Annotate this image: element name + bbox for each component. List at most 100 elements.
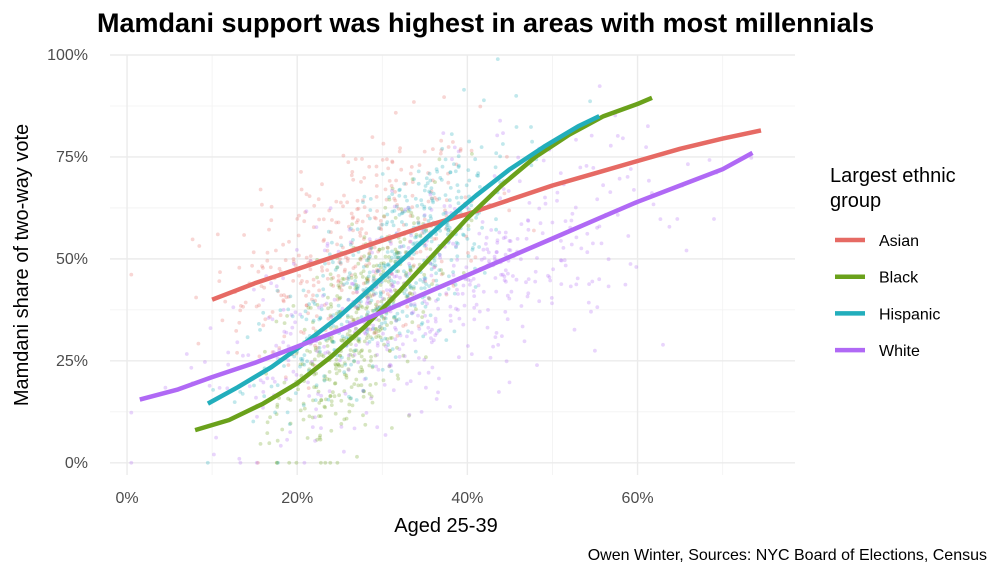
scatter-point [374, 173, 379, 178]
scatter-point [317, 317, 322, 322]
scatter-point [418, 278, 423, 282]
scatter-point [412, 100, 416, 104]
scatter-point [261, 323, 266, 328]
scatter-point [225, 386, 230, 391]
scatter-point [585, 250, 590, 255]
scatter-point [386, 340, 390, 345]
scatter-point [426, 296, 431, 300]
scatter-point [237, 320, 242, 325]
scatter-point [357, 369, 362, 374]
scatter-point [400, 209, 405, 214]
scatter-point [268, 314, 272, 319]
scatter-point [294, 460, 299, 465]
scatter-point [407, 291, 412, 296]
scatter-point [338, 358, 342, 363]
scatter-point [386, 166, 391, 171]
scatter-point [438, 327, 442, 332]
scatter-point [340, 334, 345, 339]
scatter-point [413, 349, 418, 354]
scatter-point [601, 183, 605, 188]
scatter-point [349, 315, 354, 319]
scatter-point [448, 313, 453, 318]
scatter-point [383, 336, 388, 341]
scatter-point [448, 405, 452, 409]
scatter-point [358, 233, 363, 238]
scatter-point [299, 330, 303, 334]
scatter-point [382, 315, 387, 320]
scatter-point [548, 278, 553, 283]
scatter-point [422, 243, 427, 248]
scatter-point [316, 280, 321, 284]
scatter-point [466, 223, 471, 228]
scatter-point [487, 259, 491, 263]
scatter-point [426, 171, 430, 175]
scatter-point [298, 364, 302, 369]
scatter-point [417, 371, 422, 376]
scatter-point [416, 324, 421, 329]
scatter-point [493, 165, 498, 170]
scatter-point [311, 277, 316, 282]
scatter-point [491, 344, 495, 349]
scatter-point [345, 313, 350, 318]
scatter-point [420, 301, 425, 305]
scatter-point [368, 327, 373, 332]
scatter-point [376, 329, 381, 333]
scatter-point [374, 327, 379, 332]
scatter-point [275, 402, 280, 407]
scatter-point [345, 200, 350, 205]
scatter-point [368, 247, 373, 252]
scatter-point [379, 227, 384, 232]
scatter-point [506, 189, 511, 193]
scatter-point [362, 377, 367, 382]
scatter-point [376, 367, 381, 372]
scatter-point [196, 341, 201, 346]
scatter-point [325, 344, 330, 348]
scatter-point [446, 228, 451, 233]
scatter-point [625, 175, 630, 179]
scatter-point [410, 311, 414, 316]
scatter-point [416, 220, 421, 225]
scatter-point [368, 197, 373, 201]
scatter-point [363, 281, 368, 285]
scatter-point [328, 206, 333, 211]
scatter-point [377, 325, 382, 329]
scatter-point [258, 442, 263, 446]
scatter-point [319, 353, 324, 357]
scatter-point [407, 261, 411, 266]
scatter-point [628, 167, 633, 171]
scatter-point [430, 178, 435, 183]
scatter-point [448, 186, 453, 190]
scatter-point [388, 288, 392, 292]
scatter-point [314, 385, 319, 389]
scatter-point [288, 294, 293, 299]
scatter-point [374, 306, 378, 311]
scatter-point [533, 269, 538, 274]
scatter-point [251, 250, 256, 255]
scatter-point [422, 214, 427, 218]
scatter-point [338, 353, 342, 358]
scatter-point [349, 396, 353, 401]
scatter-point [282, 364, 286, 368]
scatter-point [265, 250, 270, 255]
scatter-point [254, 395, 258, 400]
scatter-point [427, 297, 432, 301]
scatter-point [397, 331, 402, 336]
scatter-point [351, 282, 355, 286]
scatter-point [549, 296, 554, 300]
scatter-point [361, 288, 366, 292]
scatter-point [431, 278, 436, 283]
scatter-point [395, 203, 399, 207]
scatter-point [541, 158, 546, 163]
scatter-point [434, 271, 438, 276]
scatter-point [364, 376, 368, 381]
scatter-point [356, 261, 361, 266]
scatter-point [311, 283, 316, 288]
scatter-point [281, 307, 286, 312]
scatter-point [358, 230, 362, 235]
scatter-point [320, 268, 325, 273]
scatter-point [344, 416, 349, 421]
scatter-point [356, 206, 361, 211]
scatter-point [354, 290, 359, 295]
scatter-point [444, 338, 449, 342]
scatter-point [448, 204, 452, 208]
